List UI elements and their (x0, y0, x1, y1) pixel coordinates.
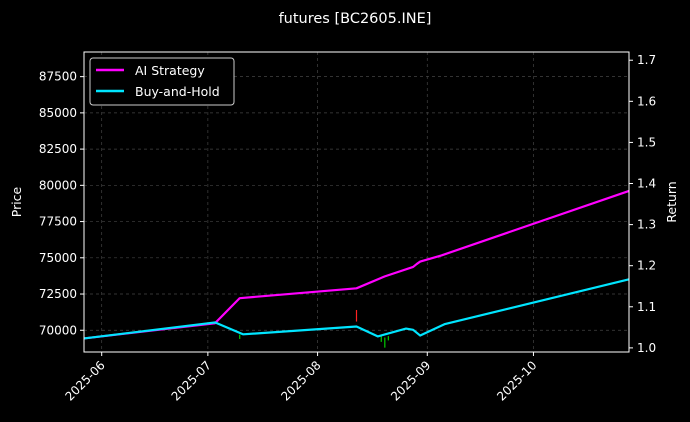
y-tick-label: 75000 (39, 251, 77, 265)
y-tick-label: 82500 (39, 142, 77, 156)
y2-tick-label: 1.3 (637, 218, 656, 232)
y2-axis-label: Return (664, 181, 679, 222)
legend-label-ai-strategy: AI Strategy (135, 63, 205, 78)
legend: AI Strategy Buy-and-Hold (89, 57, 235, 106)
legend-box (89, 57, 235, 106)
y2-tick-label: 1.4 (637, 177, 656, 191)
y-tick-label: 87500 (39, 70, 77, 84)
y-tick-label: 77500 (39, 215, 77, 229)
y-tick-label: 70000 (39, 323, 77, 337)
y2-tick-label: 1.2 (637, 259, 656, 273)
y-tick-label: 80000 (39, 178, 77, 192)
y-tick-label: 85000 (39, 106, 77, 120)
series-line-buy-and-hold (83, 278, 630, 340)
y2-tick-label: 1.7 (637, 53, 656, 67)
grid-lines (84, 52, 629, 352)
y-tick-label: 72500 (39, 287, 77, 301)
series-lines (83, 189, 630, 340)
y2-tick-label: 1.0 (637, 341, 656, 355)
series-line-ai-strategy (83, 189, 630, 340)
y-axis-ticks: 70000 72500 75000 77500 80000 82500 85000 87500 (39, 70, 84, 337)
y-axis-label: Price (9, 186, 24, 217)
y2-tick-label: 1.6 (637, 94, 656, 108)
y2-tick-label: 1.5 (637, 135, 656, 149)
legend-label-buy-and-hold: Buy-and-Hold (135, 84, 220, 99)
chart-title: futures [BC2605.INE] (279, 11, 432, 27)
plot-frame (83, 51, 630, 353)
y2-tick-label: 1.1 (637, 300, 656, 314)
y2-axis-ticks: 1.0 1.1 1.2 1.3 1.4 1.5 1.6 1.7 (629, 53, 656, 355)
